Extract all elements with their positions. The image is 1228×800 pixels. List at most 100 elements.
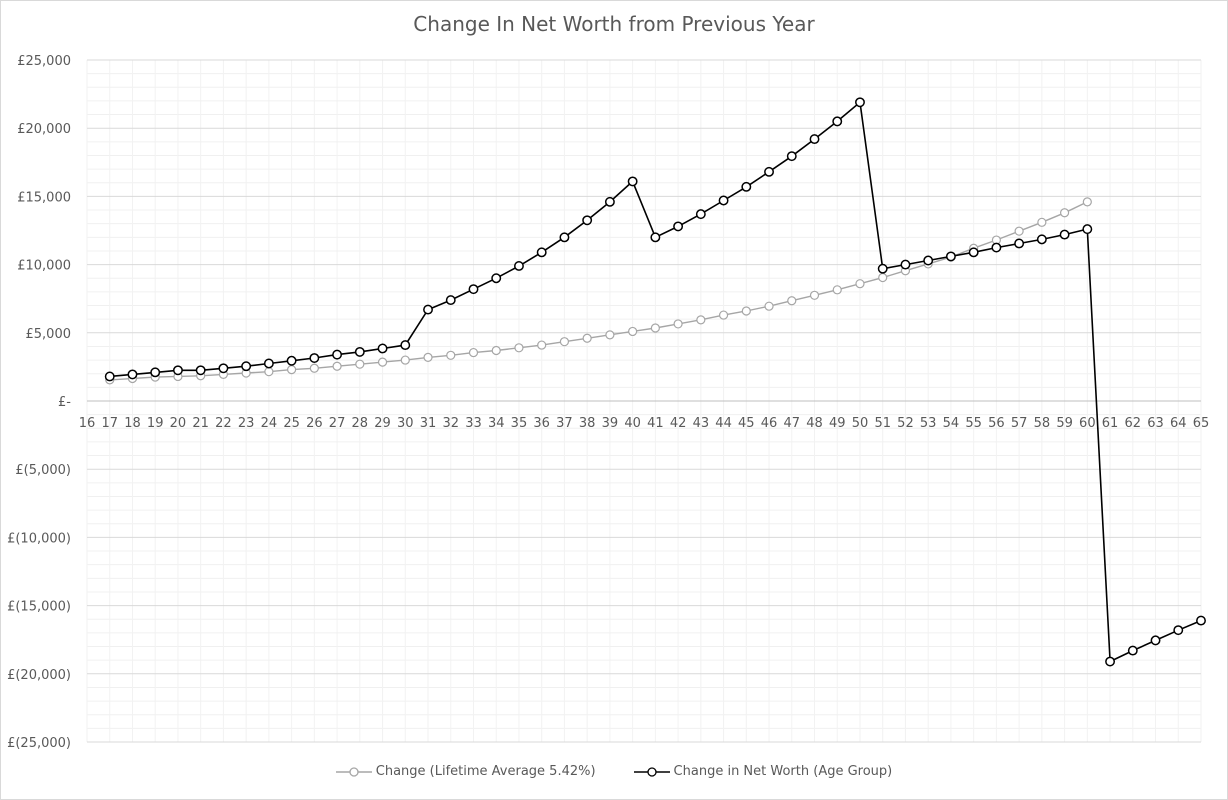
x-tick-label: 56 — [988, 416, 1005, 431]
series-1-point — [400, 355, 410, 365]
x-tick-label: 52 — [897, 416, 914, 431]
chart-legend: Change (Lifetime Average 5.42%) Change in… — [0, 764, 1228, 779]
series-2-point — [354, 346, 365, 357]
series-2-point — [150, 367, 161, 378]
series-2-point — [809, 134, 820, 145]
series-2-point — [923, 255, 934, 266]
series-line-1 — [109, 201, 1088, 381]
x-tick-label: 63 — [1147, 416, 1164, 431]
x-tick-label: 59 — [1056, 416, 1073, 431]
series-1-point — [718, 310, 729, 320]
series-2-point — [786, 151, 797, 162]
series-2-point — [241, 361, 252, 372]
series-1-point — [468, 347, 479, 358]
series-2-point — [445, 295, 456, 306]
x-tick-label: 46 — [761, 416, 778, 431]
series-1-point — [491, 345, 501, 356]
x-tick-label: 35 — [511, 416, 528, 431]
series-1-point — [605, 330, 615, 340]
series-2-point — [559, 232, 570, 243]
x-tick-label: 44 — [715, 416, 732, 431]
x-tick-label: 34 — [488, 416, 505, 431]
series-1-point — [673, 319, 683, 329]
series-2-point — [309, 353, 320, 363]
series-2-point — [286, 355, 297, 366]
series-2-point — [1196, 615, 1206, 626]
legend-swatch-2 — [633, 766, 670, 777]
y-tick-label: £(20,000) — [7, 668, 71, 683]
x-tick-label: 43 — [693, 416, 710, 431]
x-tick-label: 65 — [1193, 416, 1210, 431]
series-1-point — [764, 301, 774, 311]
x-tick-label: 51 — [874, 416, 891, 431]
series-2-point — [627, 176, 638, 187]
y-tick-label: £15,000 — [17, 190, 71, 205]
series-2-point — [514, 261, 524, 271]
x-tick-label: 61 — [1102, 416, 1119, 431]
x-tick-label: 30 — [397, 416, 414, 431]
series-1-point — [787, 296, 797, 306]
series-2-point — [127, 369, 138, 380]
series-1-point — [446, 350, 456, 360]
x-tick-label: 58 — [1034, 416, 1051, 431]
x-tick-label: 28 — [352, 416, 369, 431]
series-1-point — [832, 285, 842, 295]
series-1-point — [264, 367, 274, 377]
series-2-point — [1059, 229, 1070, 240]
series-2-point — [991, 242, 1002, 253]
x-tick-label: 19 — [147, 416, 164, 431]
series-2-point — [218, 363, 229, 374]
x-tick-label: 26 — [306, 416, 323, 431]
x-tick-label: 18 — [124, 416, 141, 431]
y-tick-label: £(15,000) — [7, 600, 71, 615]
y-tick-label: £5,000 — [26, 327, 72, 342]
x-tick-label: 29 — [374, 416, 391, 431]
legend-label-1: Change (Lifetime Average 5.42%) — [375, 764, 596, 779]
series-1-point — [287, 365, 297, 375]
series-1-point — [809, 290, 820, 300]
x-tick-label: 64 — [1170, 416, 1187, 431]
x-tick-label: 38 — [579, 416, 596, 431]
x-tick-label: 42 — [670, 416, 687, 431]
x-tick-label: 33 — [465, 416, 482, 431]
x-tick-label: 16 — [79, 416, 96, 431]
series-2-point — [468, 284, 479, 295]
series-2-point — [764, 166, 774, 177]
x-tick-label: 40 — [624, 416, 641, 431]
y-tick-label: £20,000 — [17, 122, 71, 137]
series-2-point — [423, 304, 433, 315]
series-1-point — [355, 359, 365, 369]
series-2-point — [695, 209, 706, 220]
series-1-point — [559, 337, 570, 347]
x-tick-label: 62 — [1125, 416, 1142, 431]
series-2-point — [536, 247, 547, 258]
series-1-point — [1082, 197, 1092, 207]
series-2-point — [673, 221, 684, 232]
x-tick-label: 20 — [170, 416, 187, 431]
x-tick-label: 23 — [238, 416, 255, 431]
legend-swatch-1 — [335, 766, 372, 777]
x-tick-label: 50 — [852, 416, 869, 431]
series-2-point — [172, 365, 183, 376]
legend-item-1: Change (Lifetime Average 5.42%) — [335, 764, 596, 779]
x-tick-label: 45 — [738, 416, 755, 431]
series-2-point — [263, 358, 274, 369]
legend-label-2: Change in Net Worth (Age Group) — [673, 764, 893, 779]
series-1-point — [1037, 217, 1047, 227]
series-2-point — [332, 349, 343, 360]
series-2-point — [400, 340, 411, 351]
x-tick-label: 41 — [647, 416, 664, 431]
series-2-point — [718, 195, 729, 206]
series-2-point — [900, 259, 911, 270]
series-2-point — [1105, 656, 1116, 667]
series-2-point — [832, 116, 843, 127]
x-tick-label: 27 — [329, 416, 346, 431]
x-tick-label: 32 — [442, 416, 459, 431]
series-1-point — [377, 357, 388, 367]
series-2-point — [945, 251, 956, 262]
series-2-point — [377, 343, 388, 354]
series-1-point — [514, 343, 524, 353]
series-2-point — [1173, 625, 1184, 636]
